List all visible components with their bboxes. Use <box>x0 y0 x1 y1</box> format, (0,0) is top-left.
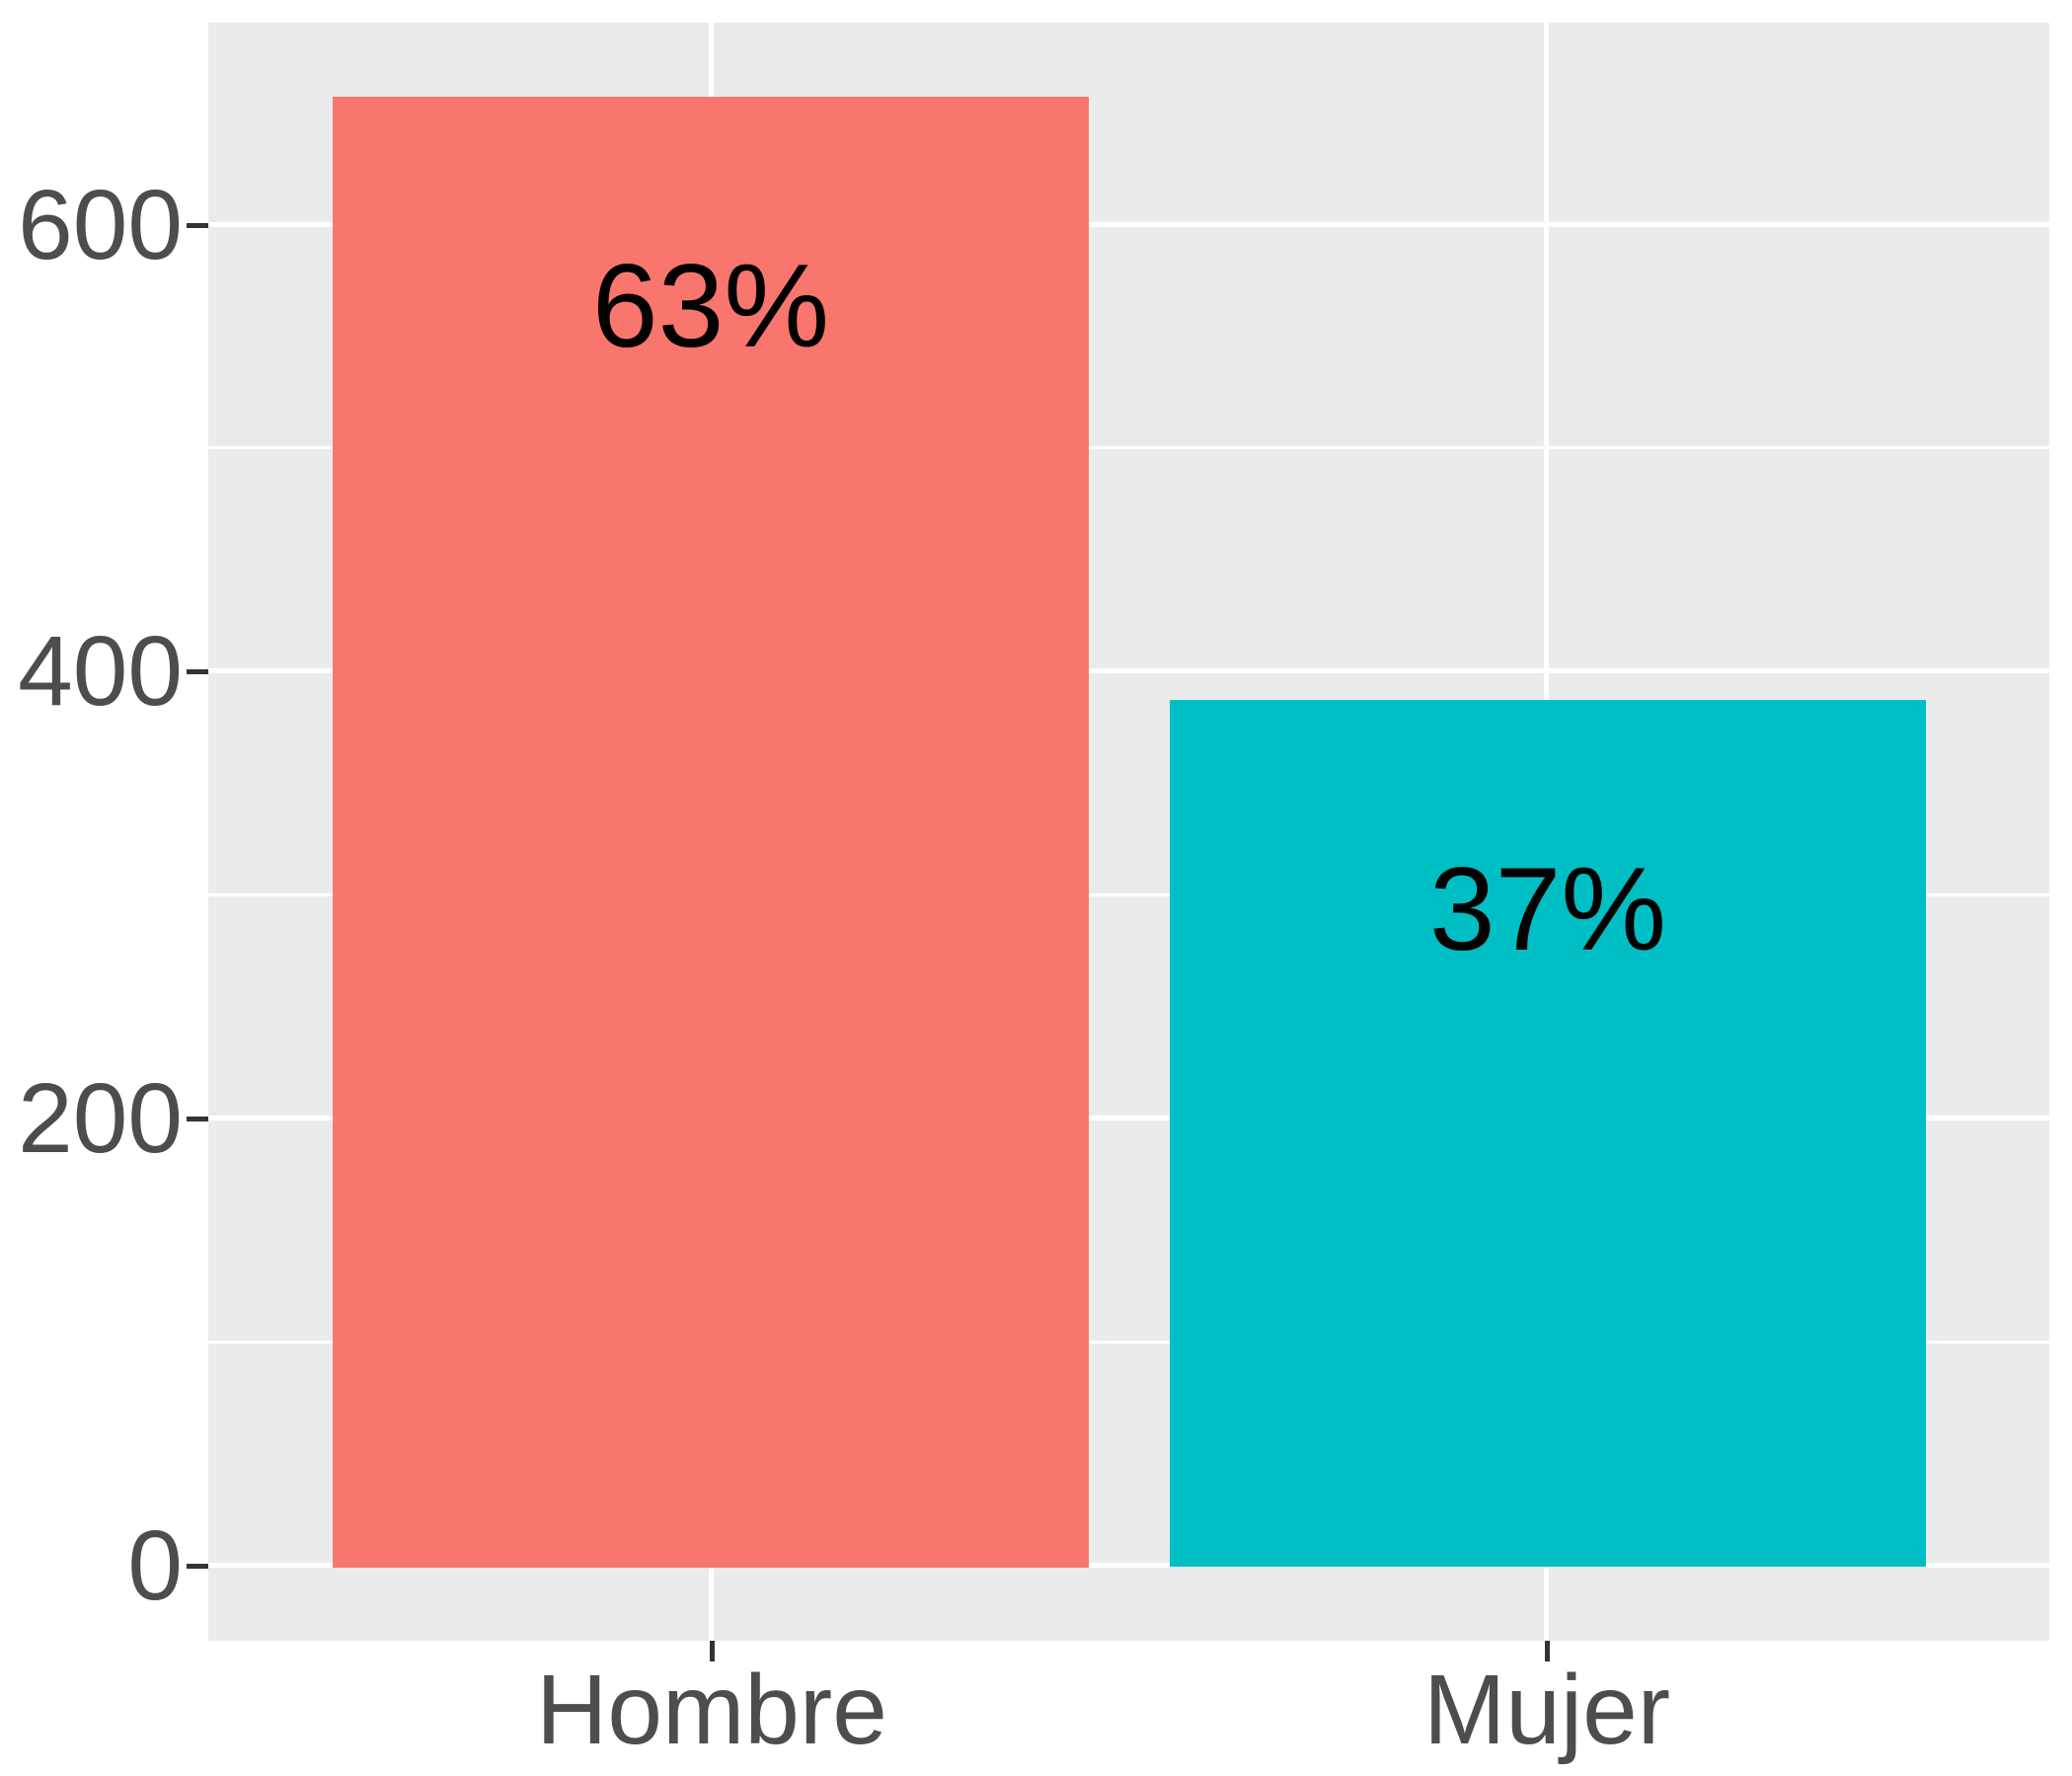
y-tick-label-600: 600 <box>18 170 183 280</box>
bar-hombre: 63% <box>333 96 1089 1568</box>
bar-label-hombre: 63% <box>591 239 830 372</box>
plot-panel: 63% 37% <box>208 23 2049 1641</box>
bar-label-mujer: 37% <box>1428 842 1667 975</box>
gridline-minor-100 <box>208 1341 2049 1344</box>
gridline-major-600 <box>208 222 2049 227</box>
gridline-minor-300 <box>208 893 2049 896</box>
x-tick-mark-mujer <box>1545 1641 1550 1661</box>
x-axis-label-mujer: Mujer <box>1422 1655 1671 1765</box>
y-tick-label-0: 0 <box>127 1510 183 1621</box>
y-tick-mark-200 <box>187 1117 208 1121</box>
x-tick-mark-hombre <box>710 1641 715 1661</box>
gridline-major-400 <box>208 668 2049 673</box>
gridline-major-0 <box>208 1563 2049 1568</box>
y-tick-mark-0 <box>187 1564 208 1569</box>
x-axis-label-hombre: Hombre <box>536 1655 887 1765</box>
gridline-minor-500 <box>208 446 2049 449</box>
y-tick-mark-400 <box>187 669 208 674</box>
y-tick-label-200: 200 <box>18 1063 183 1174</box>
gridline-major-200 <box>208 1116 2049 1120</box>
y-tick-mark-600 <box>187 223 208 228</box>
bar-mujer: 37% <box>1170 699 1926 1568</box>
y-tick-label-400: 400 <box>18 616 183 727</box>
